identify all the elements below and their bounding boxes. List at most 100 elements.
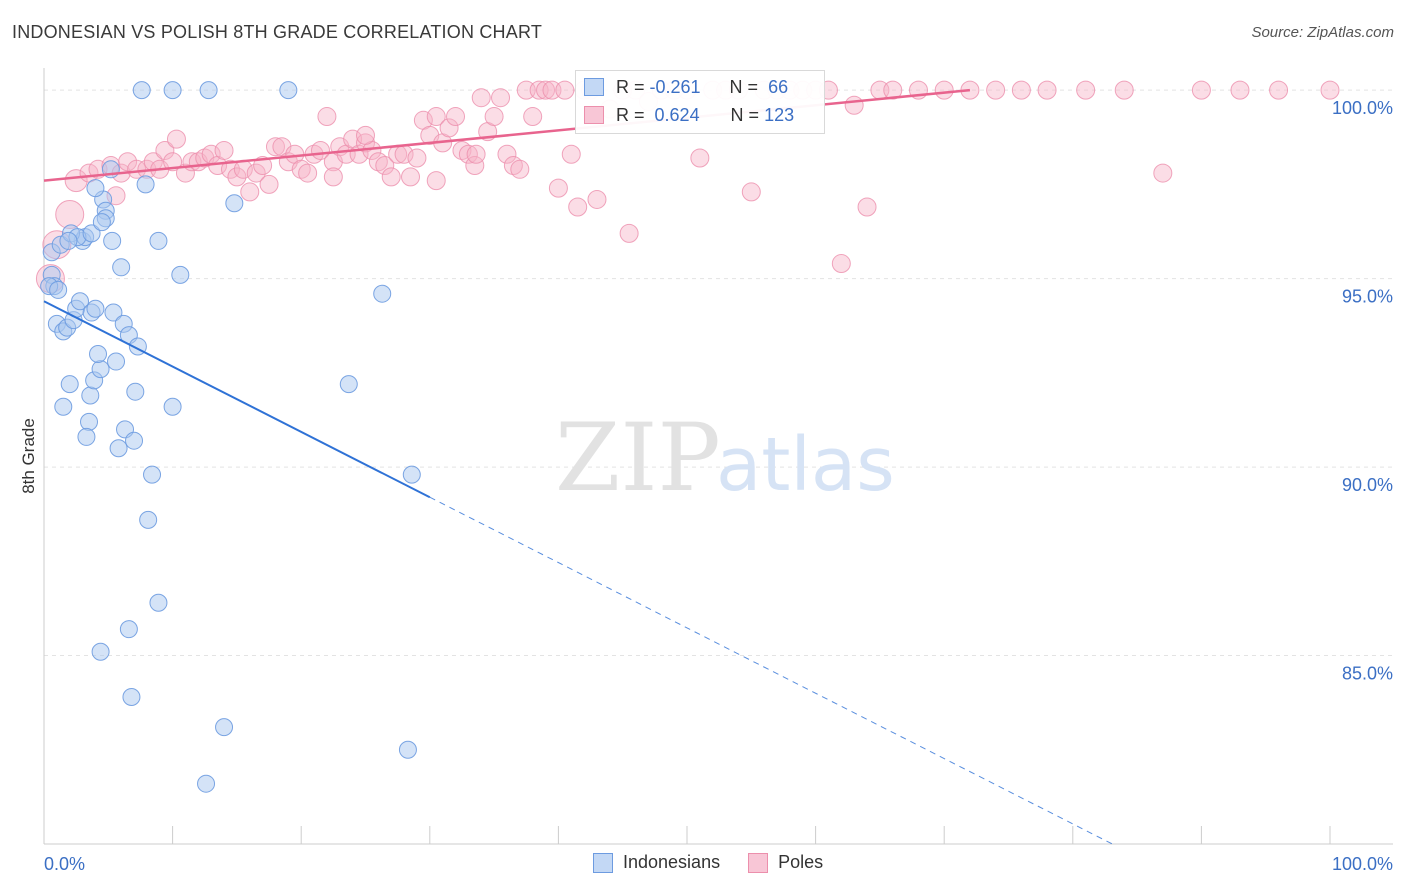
poles-point: [568, 197, 588, 217]
poles-point: [555, 80, 575, 100]
indonesians-point: [109, 439, 128, 458]
poles-point: [291, 159, 311, 179]
indonesians-point: [215, 718, 234, 737]
poles-point: [466, 144, 486, 164]
poles-point: [368, 152, 388, 172]
poles-point: [510, 159, 530, 179]
legend-r-value: 0.624: [654, 104, 700, 125]
indonesians-trend-line: [43, 300, 431, 499]
poles-point: [401, 167, 421, 187]
indonesians-point: [104, 303, 123, 322]
indonesians-point: [225, 194, 244, 213]
poles-point: [1076, 80, 1096, 100]
poles-point: [452, 140, 472, 160]
watermark: ZIP atlas: [555, 404, 895, 513]
poles-point: [536, 80, 556, 100]
y-tick-label: 100.0%: [1332, 98, 1393, 118]
y-tick-label: 90.0%: [1342, 475, 1393, 495]
poles-point: [446, 107, 466, 127]
poles-point: [619, 223, 639, 243]
indonesians-point: [373, 284, 392, 303]
poles-point: [491, 88, 511, 108]
indonesians-point: [143, 465, 162, 484]
watermark-atlas: atlas: [716, 422, 895, 508]
poles-point: [741, 182, 761, 202]
indonesians-point: [86, 299, 105, 318]
poles-point: [426, 107, 446, 127]
indonesians-point: [163, 397, 182, 416]
poles-point: [844, 95, 864, 115]
poles-point: [356, 133, 375, 153]
poles-point: [317, 107, 337, 127]
poles-point: [240, 182, 260, 202]
bottom-legend-swatch-indonesians: [593, 852, 613, 873]
indonesians-point: [71, 292, 90, 311]
axis-labels: 100.0% 95.0% 90.0% 85.0% 0.0% 100.0%: [44, 98, 1393, 874]
poles-point: [214, 140, 234, 160]
bottom-legend-poles: Poles: [748, 852, 823, 873]
indonesians-point: [103, 231, 122, 250]
bottom-legend: Indonesians Poles: [593, 852, 851, 873]
indonesians-point: [197, 774, 216, 793]
legend-r-value: -0.261: [649, 76, 701, 97]
indonesians-point: [107, 352, 126, 371]
indonesians-point: [119, 620, 138, 639]
indonesians-point: [279, 81, 298, 100]
poles-point: [458, 144, 478, 164]
indonesians-point: [402, 465, 421, 484]
watermark-zip: ZIP: [555, 404, 721, 513]
indonesians-point: [149, 231, 168, 250]
poles-point: [166, 129, 186, 149]
indonesians-point: [125, 431, 144, 450]
poles-point: [831, 254, 851, 274]
poles-point: [259, 174, 279, 194]
indonesians-point: [80, 412, 99, 431]
poles-point: [381, 167, 401, 187]
indonesians-points: [40, 81, 421, 793]
indonesians-point: [339, 375, 358, 394]
indonesians-point: [398, 740, 417, 759]
indonesians-point: [136, 175, 155, 194]
poles-point: [497, 144, 517, 164]
poles-point: [1011, 80, 1031, 100]
bottom-legend-label: Poles: [778, 852, 824, 872]
bottom-legend-label: Indonesians: [623, 852, 721, 872]
indonesians-point: [163, 81, 182, 100]
indonesians-point: [86, 179, 105, 198]
poles-point: [265, 137, 285, 157]
poles-point: [857, 197, 877, 217]
poles-point: [523, 107, 543, 127]
poles-point: [934, 80, 954, 100]
poles-point: [503, 156, 523, 176]
legend-swatch-indonesians: [584, 78, 604, 96]
y-tick-label: 85.0%: [1342, 664, 1393, 684]
indonesians-point: [122, 688, 141, 706]
x-tick-label: 0.0%: [44, 854, 85, 874]
poles-point: [883, 80, 903, 100]
poles-point: [155, 140, 175, 160]
axes: [43, 68, 1393, 845]
poles-point: [1230, 80, 1250, 100]
poles-point: [1037, 80, 1057, 100]
poles-point: [163, 152, 183, 172]
poles-point: [1320, 80, 1340, 100]
indonesians-point: [126, 382, 145, 401]
poles-point: [587, 189, 607, 209]
indonesians-point: [77, 427, 96, 446]
indonesians-point: [81, 386, 100, 405]
chart-title: INDONESIAN VS POLISH 8TH GRADE CORRELATI…: [12, 22, 543, 42]
poles-point: [548, 178, 568, 198]
poles-point: [375, 156, 395, 176]
legend-swatch-poles: [584, 106, 604, 124]
y-axis-title: 8th Grade: [19, 418, 38, 494]
indonesians-point: [60, 375, 79, 394]
poles-point: [55, 200, 85, 230]
legend-r-label: R =: [616, 104, 645, 125]
poles-point: [1114, 80, 1134, 100]
legend-n-label: N =: [730, 104, 760, 125]
source-label: Source: ZipAtlas.com: [1251, 24, 1394, 41]
poles-point: [175, 163, 195, 183]
bottom-legend-swatch-poles: [748, 852, 769, 873]
legend-row-poles: R = 0.624 N = 123: [584, 102, 794, 128]
